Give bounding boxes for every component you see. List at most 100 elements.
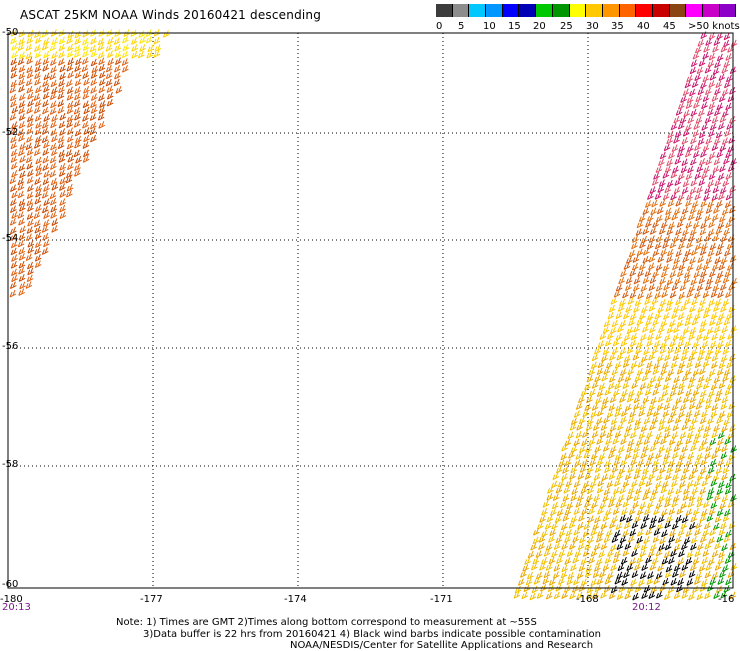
wind-barb (26, 85, 34, 94)
wind-barb (694, 192, 702, 201)
wind-barb (18, 84, 25, 93)
wind-barb (27, 120, 34, 128)
wind-barb (642, 492, 649, 501)
wind-barb (628, 318, 635, 327)
wind-barb (631, 381, 639, 389)
wind-barb (690, 277, 698, 286)
wind-barb (651, 177, 659, 186)
wind-barb (697, 305, 705, 313)
wind-barb (711, 193, 719, 202)
wind-barb (59, 64, 67, 73)
wind-barb (710, 340, 717, 349)
wind-barb (614, 381, 621, 390)
wind-barb (584, 542, 592, 551)
wind-barb (532, 536, 540, 545)
wind-barb (556, 556, 563, 565)
wind-barb (145, 35, 153, 44)
wind-barb (575, 500, 583, 508)
wind-barb (692, 437, 700, 445)
wind-barb (651, 346, 659, 355)
wind-barb (67, 162, 74, 171)
wind-barb (580, 486, 588, 495)
wind-barb (697, 353, 704, 361)
wind-barb (728, 205, 736, 214)
wind-barb (685, 123, 692, 132)
wind-barb (589, 458, 597, 467)
wind-barb (675, 486, 683, 495)
wind-barb (659, 346, 667, 355)
wind-barb (578, 395, 585, 404)
wind-barb (703, 500, 710, 508)
wind-barb (612, 507, 620, 516)
wind-barb (635, 228, 643, 236)
wind-barb (664, 185, 672, 194)
wind-barb (638, 479, 646, 487)
wind-barb (81, 64, 89, 73)
wind-barb (636, 507, 644, 516)
wind-barb (709, 122, 717, 131)
wind-barb (590, 410, 598, 418)
wind-barb (715, 226, 723, 235)
wind-barb (606, 360, 613, 369)
wind-barb (651, 556, 659, 565)
wind-barb (556, 508, 564, 517)
wind-barb (719, 186, 727, 195)
wind-barb (691, 416, 698, 425)
wind-barb (681, 158, 689, 167)
wind-barb (106, 98, 114, 107)
wind-barb (575, 430, 583, 439)
legend-color-cell (703, 4, 720, 17)
wind-barb (663, 550, 671, 559)
wind-barb (107, 36, 114, 45)
wind-barb (639, 240, 646, 249)
wind-barb (664, 353, 671, 362)
wind-barb (34, 177, 41, 185)
wind-barb (601, 373, 609, 382)
wind-barb (632, 235, 639, 243)
wind-barb (82, 49, 89, 58)
wind-barb (715, 318, 723, 327)
wind-barb (35, 121, 42, 129)
wind-barb (714, 256, 722, 265)
wind-barb (646, 409, 654, 417)
wind-barb (549, 528, 557, 537)
wind-barb (671, 144, 679, 152)
wind-barb (640, 543, 648, 551)
wind-barb (593, 564, 601, 572)
wind-barb (702, 51, 710, 60)
wind-barb (34, 99, 42, 108)
wind-barb (50, 204, 58, 213)
wind-barb (698, 276, 706, 284)
wind-barb (632, 592, 639, 601)
wind-barb (98, 63, 106, 72)
wind-barb (594, 584, 602, 593)
wind-barb (690, 542, 697, 551)
wind-barb (694, 143, 701, 152)
wind-barb (702, 94, 710, 103)
wind-barb (621, 409, 628, 417)
wind-barb (719, 570, 726, 578)
wind-barb (579, 535, 586, 544)
wind-barb (657, 325, 665, 333)
wind-barb (612, 338, 620, 347)
wind-barb (675, 227, 682, 236)
wind-barb (598, 452, 606, 461)
wind-barb (18, 204, 26, 212)
wind-barb (578, 564, 586, 572)
wind-barb (604, 556, 612, 564)
wind-barb (682, 326, 690, 335)
wind-barb (656, 206, 664, 215)
wind-barb (642, 466, 649, 475)
wind-barb (643, 416, 651, 425)
wind-barb (649, 543, 657, 552)
wind-barb (663, 143, 671, 152)
wind-barb (682, 128, 690, 137)
wind-barb (644, 269, 652, 278)
wind-barb (664, 472, 672, 481)
wind-barb (584, 500, 591, 508)
wind-barb (712, 165, 720, 174)
wind-barb (607, 549, 614, 557)
wind-barb (706, 326, 714, 335)
wind-barb (682, 395, 690, 404)
wind-barb (662, 192, 670, 201)
